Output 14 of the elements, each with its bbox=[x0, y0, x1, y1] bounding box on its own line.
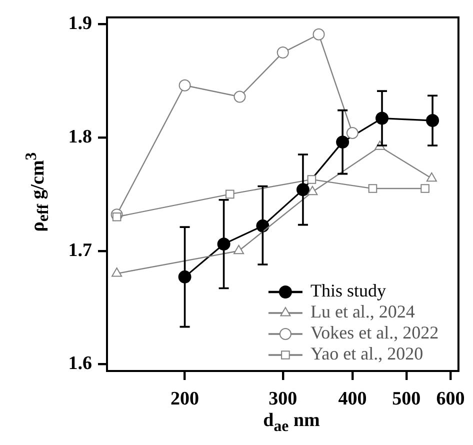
x-tick-label: 600 bbox=[436, 388, 465, 410]
legend-label: Lu et al., 2024 bbox=[310, 302, 415, 322]
x-tick-label: 500 bbox=[392, 388, 421, 410]
legend-label: Yao et al., 2020 bbox=[310, 344, 424, 364]
legend-label: Vokes et al., 2022 bbox=[310, 322, 439, 343]
y-tick-label: 1.9 bbox=[68, 13, 92, 34]
x-tick-label: 300 bbox=[268, 388, 298, 410]
x-tick-label: 200 bbox=[170, 388, 200, 410]
x-axis-title: d$_{ae}$ nm bbox=[262, 410, 321, 436]
y-tick-label: 1.7 bbox=[68, 240, 92, 261]
y-tick-label: 1.6 bbox=[68, 353, 92, 374]
y-tick-label: 1.8 bbox=[68, 126, 92, 148]
legend-label: This study bbox=[310, 280, 386, 301]
x-tick-label: 400 bbox=[338, 388, 367, 410]
